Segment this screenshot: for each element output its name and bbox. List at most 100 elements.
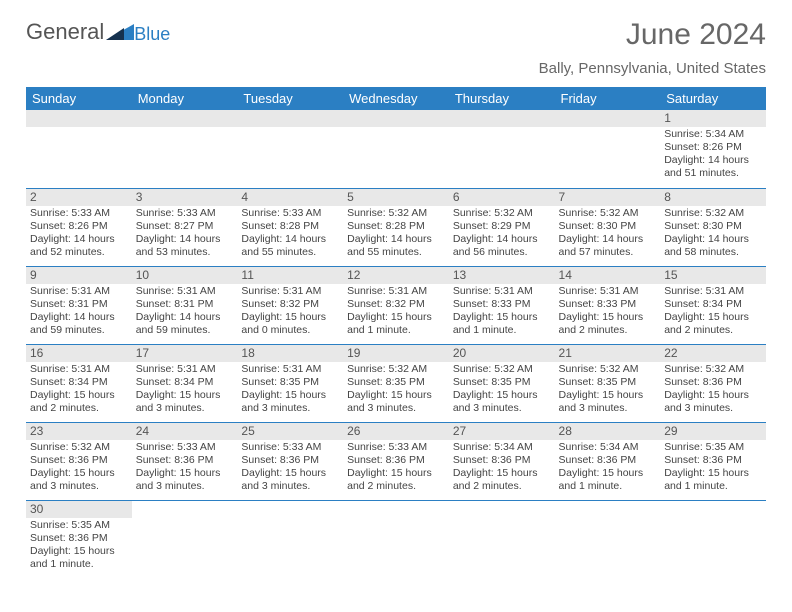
sunset-line: Sunset: 8:35 PM: [347, 376, 445, 389]
sunrise-line: Sunrise: 5:31 AM: [453, 285, 551, 298]
day-number: 25: [237, 423, 343, 440]
calendar-cell: 24Sunrise: 5:33 AMSunset: 8:36 PMDayligh…: [132, 422, 238, 500]
cell-body: Sunrise: 5:34 AMSunset: 8:36 PMDaylight:…: [449, 440, 555, 496]
sunset-line: Sunset: 8:34 PM: [664, 298, 762, 311]
day-number: 16: [26, 345, 132, 362]
calendar-cell: 7Sunrise: 5:32 AMSunset: 8:30 PMDaylight…: [555, 188, 661, 266]
sunrise-line: Sunrise: 5:31 AM: [30, 285, 128, 298]
sunset-line: Sunset: 8:36 PM: [30, 454, 128, 467]
sunrise-line: Sunrise: 5:35 AM: [664, 441, 762, 454]
calendar-cell: 1Sunrise: 5:34 AMSunset: 8:26 PMDaylight…: [660, 110, 766, 188]
calendar-cell: [449, 500, 555, 578]
logo-mark-icon: [106, 18, 134, 45]
daylight-line: Daylight: 14 hours and 59 minutes.: [30, 311, 128, 337]
col-thursday: Thursday: [449, 87, 555, 110]
calendar-cell: [449, 110, 555, 188]
calendar-cell: [343, 110, 449, 188]
sunset-line: Sunset: 8:30 PM: [664, 220, 762, 233]
cell-body: Sunrise: 5:31 AMSunset: 8:34 PMDaylight:…: [660, 284, 766, 340]
day-number: [343, 110, 449, 127]
sunset-line: Sunset: 8:34 PM: [30, 376, 128, 389]
calendar-cell: 14Sunrise: 5:31 AMSunset: 8:33 PMDayligh…: [555, 266, 661, 344]
cell-body: Sunrise: 5:33 AMSunset: 8:36 PMDaylight:…: [132, 440, 238, 496]
sunset-line: Sunset: 8:32 PM: [241, 298, 339, 311]
cell-body: Sunrise: 5:31 AMSunset: 8:33 PMDaylight:…: [555, 284, 661, 340]
daylight-line: Daylight: 15 hours and 1 minute.: [664, 467, 762, 493]
calendar-cell: 2Sunrise: 5:33 AMSunset: 8:26 PMDaylight…: [26, 188, 132, 266]
daylight-line: Daylight: 15 hours and 3 minutes.: [347, 389, 445, 415]
day-number: 6: [449, 189, 555, 206]
daylight-line: Daylight: 15 hours and 3 minutes.: [241, 389, 339, 415]
day-number: 11: [237, 267, 343, 284]
cell-body: Sunrise: 5:33 AMSunset: 8:27 PMDaylight:…: [132, 206, 238, 262]
sunrise-line: Sunrise: 5:33 AM: [241, 441, 339, 454]
cell-body: Sunrise: 5:33 AMSunset: 8:28 PMDaylight:…: [237, 206, 343, 262]
calendar-week-row: 30Sunrise: 5:35 AMSunset: 8:36 PMDayligh…: [26, 500, 766, 578]
calendar-cell: 20Sunrise: 5:32 AMSunset: 8:35 PMDayligh…: [449, 344, 555, 422]
sunset-line: Sunset: 8:36 PM: [453, 454, 551, 467]
sunset-line: Sunset: 8:31 PM: [136, 298, 234, 311]
sunrise-line: Sunrise: 5:32 AM: [347, 207, 445, 220]
calendar-cell: 10Sunrise: 5:31 AMSunset: 8:31 PMDayligh…: [132, 266, 238, 344]
calendar-cell: 28Sunrise: 5:34 AMSunset: 8:36 PMDayligh…: [555, 422, 661, 500]
calendar-cell: 30Sunrise: 5:35 AMSunset: 8:36 PMDayligh…: [26, 500, 132, 578]
sunset-line: Sunset: 8:36 PM: [559, 454, 657, 467]
calendar-cell: [26, 110, 132, 188]
calendar-cell: 18Sunrise: 5:31 AMSunset: 8:35 PMDayligh…: [237, 344, 343, 422]
sunset-line: Sunset: 8:34 PM: [136, 376, 234, 389]
col-friday: Friday: [555, 87, 661, 110]
sunset-line: Sunset: 8:31 PM: [30, 298, 128, 311]
sunset-line: Sunset: 8:36 PM: [30, 532, 128, 545]
day-number: 15: [660, 267, 766, 284]
location-text: Bally, Pennsylvania, United States: [539, 60, 766, 77]
calendar-cell: [555, 500, 661, 578]
cell-body: Sunrise: 5:32 AMSunset: 8:35 PMDaylight:…: [555, 362, 661, 418]
sunrise-line: Sunrise: 5:32 AM: [559, 363, 657, 376]
sunrise-line: Sunrise: 5:31 AM: [136, 363, 234, 376]
calendar-cell: [660, 500, 766, 578]
calendar-cell: 19Sunrise: 5:32 AMSunset: 8:35 PMDayligh…: [343, 344, 449, 422]
calendar-cell: 15Sunrise: 5:31 AMSunset: 8:34 PMDayligh…: [660, 266, 766, 344]
calendar-cell: 13Sunrise: 5:31 AMSunset: 8:33 PMDayligh…: [449, 266, 555, 344]
sunset-line: Sunset: 8:33 PM: [453, 298, 551, 311]
sunrise-line: Sunrise: 5:31 AM: [136, 285, 234, 298]
day-number: 27: [449, 423, 555, 440]
sunrise-line: Sunrise: 5:31 AM: [241, 285, 339, 298]
cell-body: Sunrise: 5:32 AMSunset: 8:35 PMDaylight:…: [449, 362, 555, 418]
sunset-line: Sunset: 8:29 PM: [453, 220, 551, 233]
sunrise-line: Sunrise: 5:32 AM: [453, 207, 551, 220]
calendar-cell: 4Sunrise: 5:33 AMSunset: 8:28 PMDaylight…: [237, 188, 343, 266]
day-number: 1: [660, 110, 766, 127]
calendar-cell: 3Sunrise: 5:33 AMSunset: 8:27 PMDaylight…: [132, 188, 238, 266]
daylight-line: Daylight: 15 hours and 3 minutes.: [664, 389, 762, 415]
calendar-cell: [555, 110, 661, 188]
calendar-week-row: 23Sunrise: 5:32 AMSunset: 8:36 PMDayligh…: [26, 422, 766, 500]
cell-body: Sunrise: 5:34 AMSunset: 8:36 PMDaylight:…: [555, 440, 661, 496]
sunrise-line: Sunrise: 5:31 AM: [347, 285, 445, 298]
sunset-line: Sunset: 8:28 PM: [241, 220, 339, 233]
day-number: 26: [343, 423, 449, 440]
col-sunday: Sunday: [26, 87, 132, 110]
sunrise-line: Sunrise: 5:34 AM: [453, 441, 551, 454]
day-number: 29: [660, 423, 766, 440]
sunset-line: Sunset: 8:26 PM: [664, 141, 762, 154]
daylight-line: Daylight: 15 hours and 3 minutes.: [559, 389, 657, 415]
calendar-cell: 22Sunrise: 5:32 AMSunset: 8:36 PMDayligh…: [660, 344, 766, 422]
cell-body: Sunrise: 5:31 AMSunset: 8:31 PMDaylight:…: [26, 284, 132, 340]
sunrise-line: Sunrise: 5:32 AM: [30, 441, 128, 454]
calendar-cell: 9Sunrise: 5:31 AMSunset: 8:31 PMDaylight…: [26, 266, 132, 344]
cell-body: Sunrise: 5:35 AMSunset: 8:36 PMDaylight:…: [26, 518, 132, 574]
daylight-line: Daylight: 15 hours and 2 minutes.: [30, 389, 128, 415]
daylight-line: Daylight: 15 hours and 3 minutes.: [453, 389, 551, 415]
sunrise-line: Sunrise: 5:32 AM: [347, 363, 445, 376]
cell-body: Sunrise: 5:31 AMSunset: 8:33 PMDaylight:…: [449, 284, 555, 340]
daylight-line: Daylight: 14 hours and 55 minutes.: [241, 233, 339, 259]
logo: General Blue: [26, 18, 170, 45]
logo-text-general: General: [26, 19, 104, 45]
day-number: 8: [660, 189, 766, 206]
day-number: 23: [26, 423, 132, 440]
month-title: June 2024: [539, 18, 766, 52]
day-number: [555, 110, 661, 127]
daylight-line: Daylight: 15 hours and 2 minutes.: [664, 311, 762, 337]
sunrise-line: Sunrise: 5:32 AM: [664, 207, 762, 220]
